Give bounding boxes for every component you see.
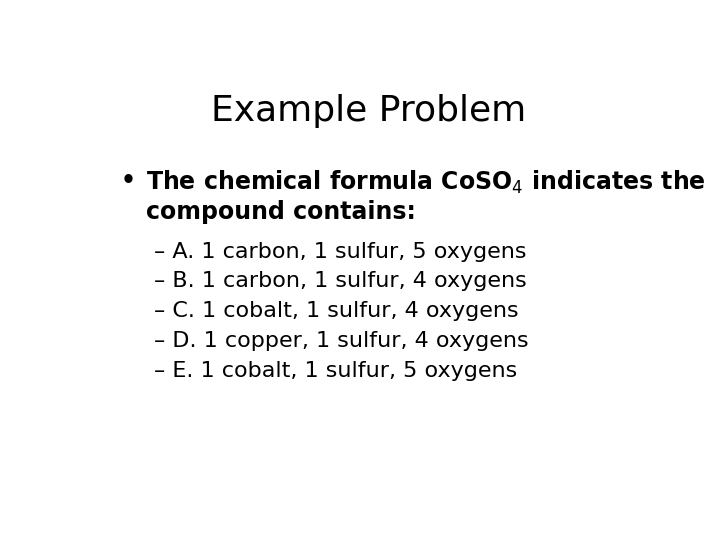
Text: – B. 1 carbon, 1 sulfur, 4 oxygens: – B. 1 carbon, 1 sulfur, 4 oxygens	[154, 272, 527, 292]
Text: Example Problem: Example Problem	[212, 94, 526, 128]
Text: The chemical formula CoSO$_4$ indicates the: The chemical formula CoSO$_4$ indicates …	[145, 168, 706, 196]
Text: compound contains:: compound contains:	[145, 200, 415, 224]
Text: •: •	[121, 168, 135, 193]
Text: – D. 1 copper, 1 sulfur, 4 oxygens: – D. 1 copper, 1 sulfur, 4 oxygens	[154, 332, 528, 352]
Text: – C. 1 cobalt, 1 sulfur, 4 oxygens: – C. 1 cobalt, 1 sulfur, 4 oxygens	[154, 301, 519, 321]
Text: – A. 1 carbon, 1 sulfur, 5 oxygens: – A. 1 carbon, 1 sulfur, 5 oxygens	[154, 241, 526, 261]
Text: – E. 1 cobalt, 1 sulfur, 5 oxygens: – E. 1 cobalt, 1 sulfur, 5 oxygens	[154, 361, 518, 381]
